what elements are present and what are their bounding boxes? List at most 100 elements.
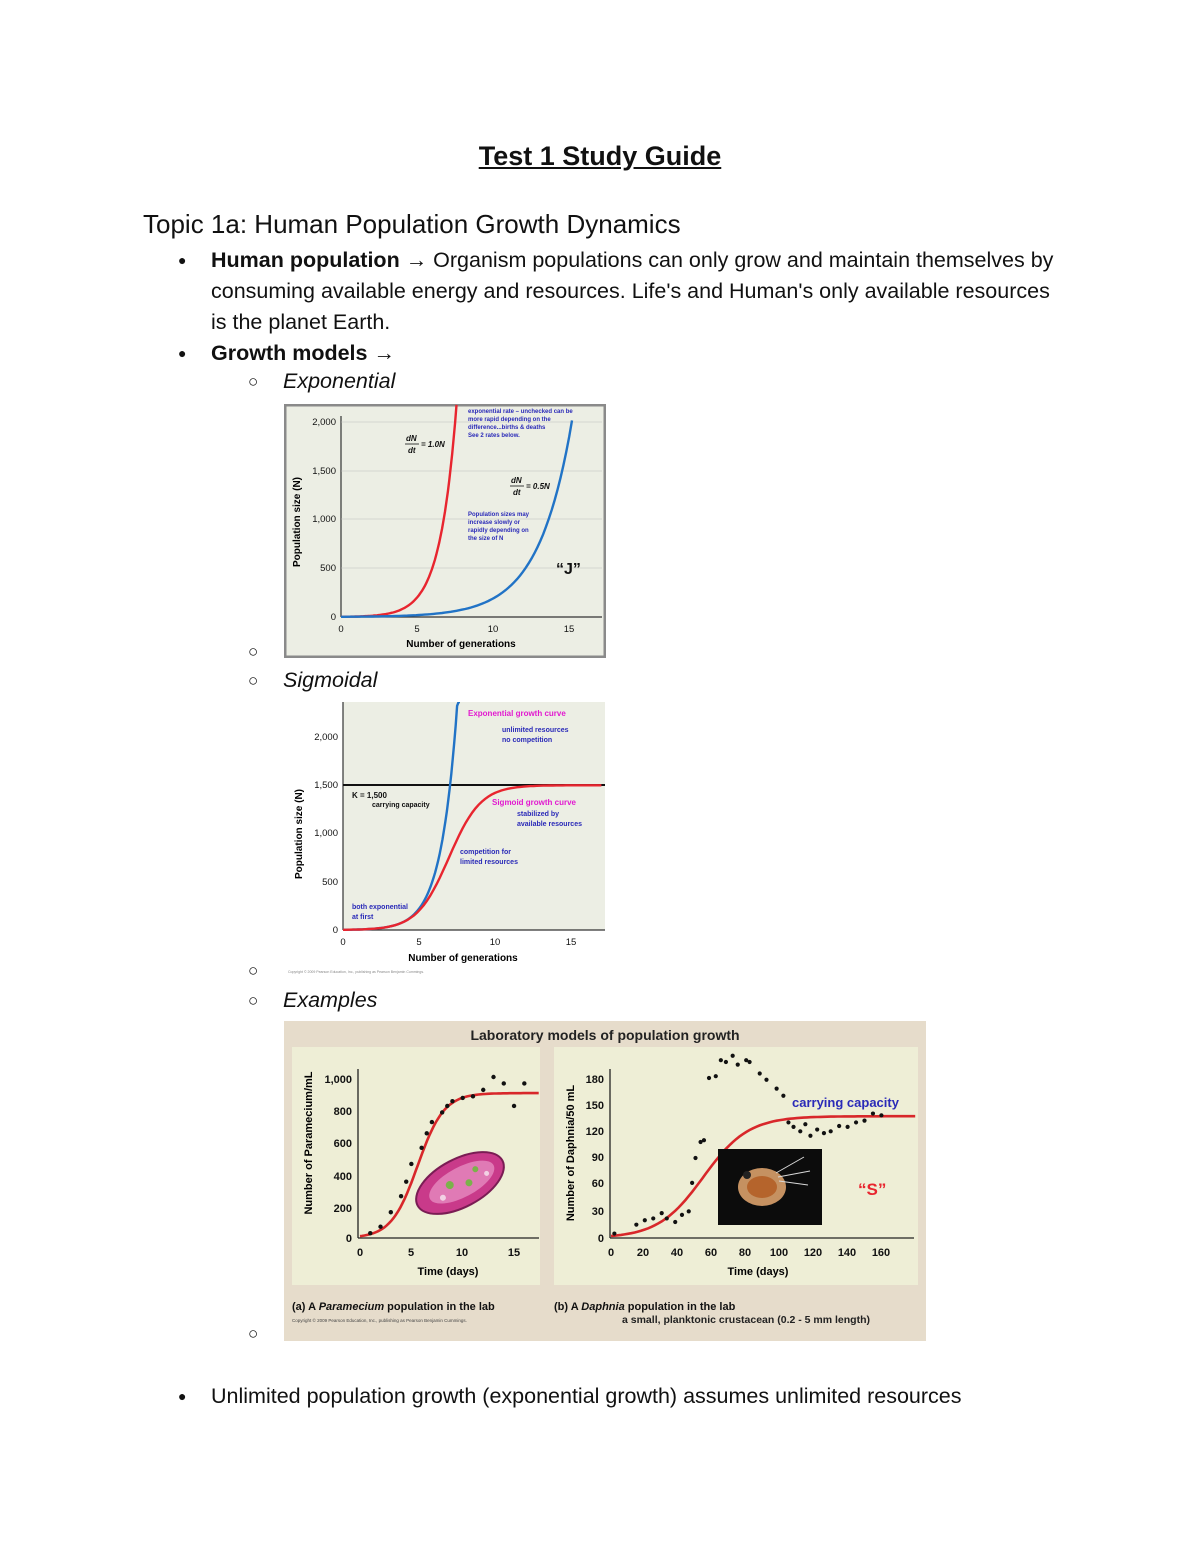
- unlimited-growth-text: Unlimited population growth (exponential…: [211, 1384, 962, 1408]
- topic-heading: Topic 1a: Human Population Growth Dynami…: [143, 209, 681, 239]
- j-curve-label: “J”: [556, 561, 581, 578]
- a-x-axis-label: Time (days): [418, 1266, 479, 1278]
- eq1-rhs: = 1.0N: [421, 440, 445, 449]
- b-y-tick: 30: [592, 1206, 604, 1218]
- a-x-tick: 15: [508, 1247, 520, 1259]
- a-y-tick: 400: [334, 1171, 352, 1183]
- a-caption: (a) A Paramecium population in the lab: [292, 1301, 495, 1313]
- subitem-examples: Examples: [283, 988, 378, 1012]
- growth-models-label: Growth models →: [211, 341, 395, 365]
- y-tick: 1,500: [314, 780, 338, 791]
- y-axis-label: Population size (N): [294, 789, 305, 879]
- b-x-tick: 0: [608, 1247, 614, 1259]
- note-top-line: more rapid depending on the: [468, 417, 551, 423]
- note-mid-line: the size of N: [468, 536, 503, 542]
- ring-bullet: ○: [248, 961, 259, 980]
- note-top-line: See 2 rates below.: [468, 433, 520, 439]
- daphnia-data-points: [612, 1053, 884, 1236]
- b-x-tick: 80: [739, 1247, 751, 1259]
- ring-bullet: ○: [248, 1324, 259, 1343]
- eq2-rhs: = 0.5N: [526, 482, 550, 491]
- eq2-numerator: dN: [511, 476, 522, 485]
- data-point: [735, 1062, 740, 1067]
- data-point: [388, 1210, 394, 1215]
- data-point: [673, 1219, 678, 1225]
- s-curve-label: “S”: [858, 1180, 886, 1199]
- daphnia-photo: [718, 1149, 822, 1225]
- data-point: [481, 1087, 486, 1093]
- b-x-tick: 140: [838, 1247, 856, 1259]
- x-tick: 15: [564, 624, 575, 635]
- both-exponential-label: both exponential: [352, 904, 408, 911]
- ring-bullet: ○: [248, 991, 259, 1010]
- a-y-axis-label: Number of Paramecium/mL: [303, 1071, 315, 1214]
- exp-curve-sub: no competition: [502, 737, 552, 744]
- b-y-tick: 60: [592, 1178, 604, 1190]
- a-x-tick: 5: [408, 1247, 414, 1259]
- note-mid-line: Population sizes may: [468, 512, 530, 518]
- b-x-tick: 160: [872, 1247, 890, 1259]
- arrow-glyph: →: [405, 248, 428, 272]
- data-point: [713, 1074, 718, 1079]
- eq1-numerator: dN: [406, 434, 417, 443]
- data-point: [786, 1120, 791, 1125]
- bullet-human-population: ● Human population → Organism population…: [178, 245, 1061, 338]
- ring-bullet: ○: [248, 671, 259, 690]
- data-point: [501, 1081, 506, 1086]
- b-x-tick: 20: [637, 1247, 649, 1259]
- y-tick: 2,000: [312, 417, 336, 428]
- data-point: [764, 1077, 769, 1082]
- y-tick: 1,000: [312, 514, 336, 525]
- data-point: [862, 1118, 867, 1123]
- b-x-tick: 60: [705, 1247, 717, 1259]
- ring-bullet: ○: [248, 642, 259, 661]
- a-y-tick: 800: [334, 1106, 352, 1118]
- daphnia-curve: [610, 1114, 916, 1238]
- y-tick: 0: [333, 925, 338, 936]
- data-point: [693, 1155, 698, 1161]
- bullet-dot: ●: [178, 1388, 187, 1404]
- data-point: [828, 1129, 833, 1134]
- data-point: [398, 1193, 404, 1199]
- exponential-figure: 2,000 1,500 1,000 500 0 0 5 10 15 Number…: [284, 404, 606, 658]
- a-y-tick: 0: [346, 1233, 352, 1245]
- data-point: [522, 1081, 527, 1086]
- data-point: [470, 1094, 476, 1099]
- data-point: [730, 1053, 735, 1058]
- figure-header: Laboratory models of population growth: [470, 1027, 739, 1043]
- k-sub-label: carrying capacity: [372, 802, 430, 809]
- sigmoidal-figure: 2,000 1,500 1,000 500 0 0 5 10 15 Number…: [286, 702, 606, 974]
- data-point: [409, 1161, 414, 1167]
- sigmoid-curve: [343, 784, 602, 931]
- eq2-denominator: dt: [513, 488, 521, 497]
- b-y-axis-label: Number of Daphnia/50 mL: [565, 1085, 577, 1222]
- note-top-line: difference...births & deaths: [468, 425, 546, 431]
- copyright-text: Copyright © 2009 Pearson Education, Inc.…: [292, 1317, 467, 1323]
- data-point: [723, 1059, 729, 1065]
- b-y-tick: 180: [586, 1074, 604, 1086]
- data-point: [664, 1216, 669, 1221]
- data-point: [853, 1120, 859, 1125]
- b-caption: (b) A Daphnia population in the lab: [554, 1301, 736, 1313]
- x-tick: 15: [566, 937, 577, 948]
- b-x-tick: 120: [804, 1247, 822, 1259]
- k-label: K = 1,500: [352, 791, 387, 800]
- competition-label: competition for: [460, 849, 511, 856]
- data-point: [701, 1138, 707, 1143]
- examples-figure: Laboratory models of population growth 1…: [284, 1021, 926, 1341]
- data-point: [879, 1113, 884, 1118]
- a-y-tick: 200: [334, 1203, 352, 1215]
- x-axis-label: Number of generations: [406, 639, 516, 650]
- note-mid-line: increase slowly or: [468, 520, 521, 526]
- x-tick: 5: [414, 624, 419, 635]
- eq1-denominator: dt: [408, 446, 416, 455]
- b-caption-sub: a small, planktonic crustacean (0.2 - 5 …: [622, 1314, 870, 1326]
- b-x-tick: 100: [770, 1247, 788, 1259]
- data-point: [686, 1209, 691, 1214]
- x-tick: 10: [490, 937, 501, 948]
- data-point: [460, 1095, 465, 1101]
- a-x-tick: 10: [456, 1247, 468, 1259]
- data-point: [808, 1133, 813, 1138]
- data-point: [491, 1074, 496, 1080]
- data-point: [803, 1122, 808, 1127]
